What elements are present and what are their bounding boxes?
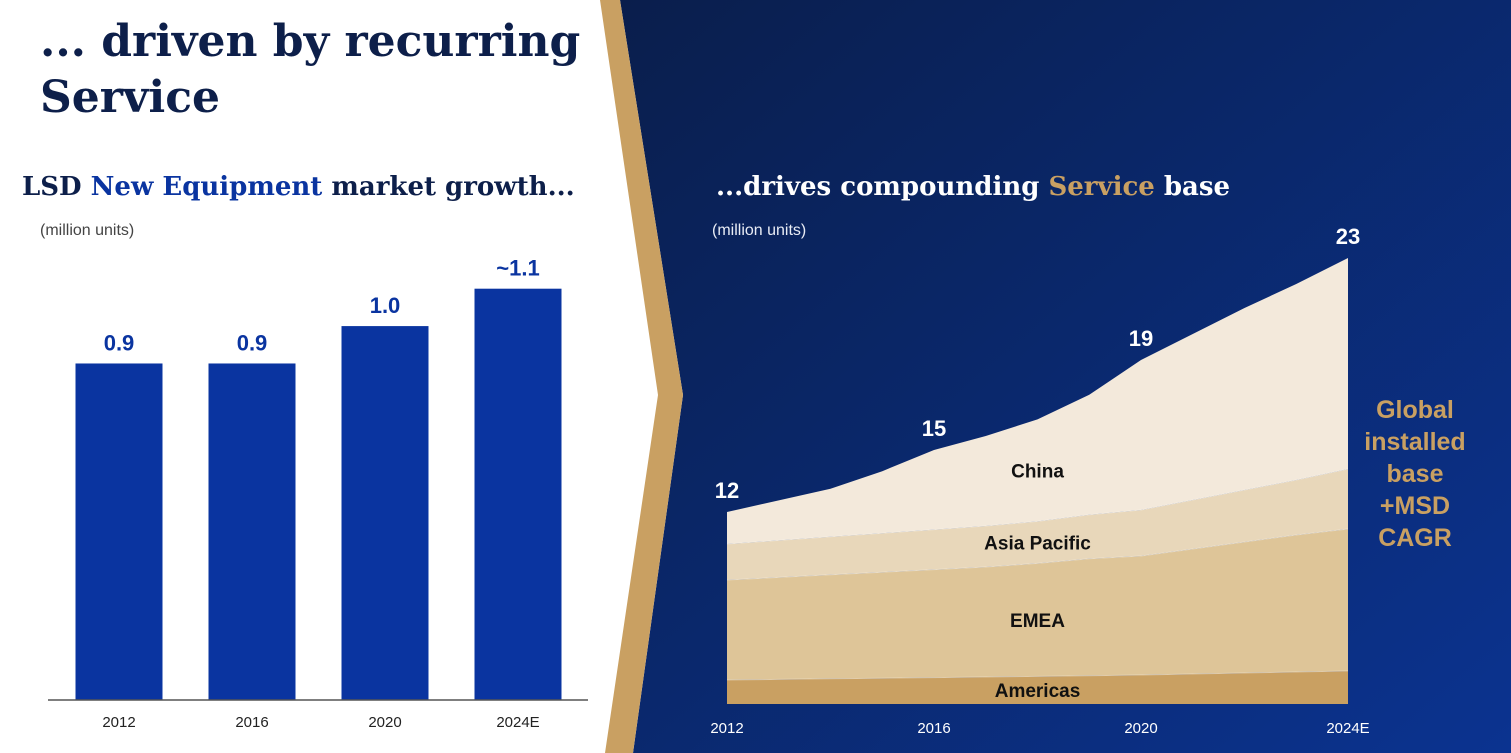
- installed-base-cagr-note: Global installed base +MSD CAGR: [1364, 396, 1466, 552]
- bar-value-label: 1.0: [370, 293, 401, 318]
- total-value-label: 19: [1129, 326, 1153, 351]
- bar-2020: [341, 326, 429, 700]
- bar-value-label: 0.9: [104, 330, 135, 355]
- new-equipment-chart-title: LSD New Equipment market growth...: [22, 172, 575, 202]
- x-tick-label: 2012: [102, 714, 135, 731]
- x-tick-label: 2024E: [1326, 720, 1369, 737]
- new-equipment-units-label: (million units): [40, 222, 135, 239]
- bar-value-label: 0.9: [237, 330, 268, 355]
- x-tick-label: 2020: [1124, 720, 1157, 737]
- page-title: ... driven by recurring Service: [40, 16, 581, 123]
- service-base-chart-title: ...drives compounding Service base: [716, 172, 1230, 202]
- total-value-label: 12: [715, 478, 739, 503]
- series-label-china: China: [1011, 461, 1064, 482]
- series-label-emea: EMEA: [1010, 611, 1065, 632]
- area-asia-pacific: [727, 469, 1348, 580]
- total-value-label: 15: [922, 416, 946, 441]
- right-title-highlight: Service: [1048, 172, 1155, 202]
- right-title-post: base: [1154, 172, 1231, 202]
- layer-boundary: [726, 670, 1349, 681]
- service-base-units-label: (million units): [712, 222, 807, 239]
- area-china: [727, 258, 1348, 544]
- left-title-post: market growth...: [322, 172, 575, 202]
- bar-value-label: ~1.1: [496, 256, 539, 281]
- left-title-highlight: New Equipment: [90, 172, 323, 202]
- new-equipment-bar-chart: 0.9 2012 0.9 2016 1.0 2020 ~1.1 2024E: [48, 256, 588, 731]
- right-title-pre: ...drives compounding: [716, 172, 1049, 202]
- x-tick-label: 2016: [917, 720, 950, 737]
- left-title-pre: LSD: [22, 172, 91, 202]
- gold-divider-chevron: [600, 0, 683, 753]
- x-tick-label: 2024E: [496, 714, 539, 731]
- x-tick-label: 2016: [235, 714, 268, 731]
- bar-2012: [75, 363, 163, 700]
- series-label-americas: Americas: [995, 681, 1081, 702]
- area-americas: [727, 671, 1348, 704]
- area-emea: [727, 529, 1348, 680]
- bar-2024e: [474, 288, 562, 700]
- x-tick-label: 2020: [368, 714, 401, 731]
- series-label-asia-pacific: Asia Pacific: [984, 533, 1091, 554]
- bar-2016: [208, 363, 296, 700]
- layer-boundary: [726, 528, 1349, 581]
- x-tick-label: 2012: [710, 720, 743, 737]
- layer-boundary: [726, 468, 1349, 545]
- total-value-label: 23: [1336, 224, 1360, 249]
